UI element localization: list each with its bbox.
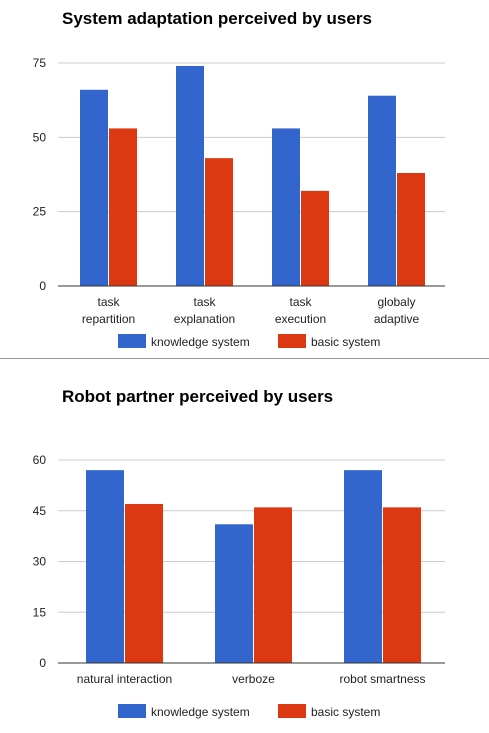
x-tick-label: robot smartness xyxy=(339,672,425,686)
chart-title: Robot partner perceived by users xyxy=(62,387,333,406)
legend-label: basic system xyxy=(311,335,380,349)
x-tick-label: verboze xyxy=(232,672,275,686)
bar-basic-system xyxy=(205,158,233,286)
chart-system-adaptation: System adaptation perceived by users 0 25 5… xyxy=(0,0,489,358)
bar-knowledge-system xyxy=(80,89,108,286)
chart-divider xyxy=(0,358,489,359)
chart-system-adaptation-svg: System adaptation perceived by users 0 25 5… xyxy=(33,9,445,349)
y-tick-label: 30 xyxy=(33,555,47,569)
y-tick-label: 0 xyxy=(39,656,46,670)
bar-basic-system xyxy=(109,128,137,286)
bar-knowledge-system xyxy=(272,128,300,286)
legend-swatch xyxy=(118,334,146,348)
bar-basic-system xyxy=(301,190,329,286)
legend-swatch xyxy=(278,704,306,718)
x-tick-label: repartition xyxy=(82,312,135,326)
legend-label: basic system xyxy=(311,705,380,719)
x-tick-label: execution xyxy=(275,312,326,326)
y-tick-label: 50 xyxy=(33,130,47,144)
chart-title: System adaptation perceived by users xyxy=(62,9,372,28)
legend-label: knowledge system xyxy=(151,335,250,349)
y-tick-label: 45 xyxy=(33,504,47,518)
bar-basic-system xyxy=(125,503,163,663)
legend-swatch xyxy=(118,704,146,718)
legend-swatch xyxy=(278,334,306,348)
bar-knowledge-system xyxy=(215,524,253,663)
bar-knowledge-system xyxy=(176,65,204,287)
chart-robot-partner: Robot partner perceived by users 0 15 30 45 6… xyxy=(0,361,489,733)
y-tick-label: 0 xyxy=(39,279,46,293)
bar-basic-system xyxy=(397,173,425,286)
y-tick-label: 75 xyxy=(33,56,47,70)
x-tick-label: globaly xyxy=(377,295,415,309)
x-tick-label: natural interaction xyxy=(77,672,172,686)
x-tick-label: task xyxy=(289,295,312,309)
bar-knowledge-system xyxy=(368,95,396,286)
chart-robot-partner-svg: Robot partner perceived by users 0 15 30 45 6… xyxy=(33,387,445,719)
y-tick-label: 25 xyxy=(33,205,47,219)
x-tick-label: adaptive xyxy=(374,312,420,326)
y-tick-label: 60 xyxy=(33,453,47,467)
x-tick-label: task xyxy=(97,295,120,309)
y-tick-label: 15 xyxy=(33,605,47,619)
x-tick-label: task xyxy=(193,295,216,309)
legend-label: knowledge system xyxy=(151,705,250,719)
bar-basic-system xyxy=(254,507,292,663)
bar-basic-system xyxy=(383,507,421,663)
x-tick-label: explanation xyxy=(174,312,235,326)
bar-knowledge-system xyxy=(344,470,382,663)
bar-knowledge-system xyxy=(86,470,124,663)
